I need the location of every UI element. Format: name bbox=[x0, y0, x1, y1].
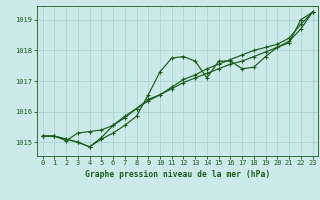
X-axis label: Graphe pression niveau de la mer (hPa): Graphe pression niveau de la mer (hPa) bbox=[85, 170, 270, 179]
